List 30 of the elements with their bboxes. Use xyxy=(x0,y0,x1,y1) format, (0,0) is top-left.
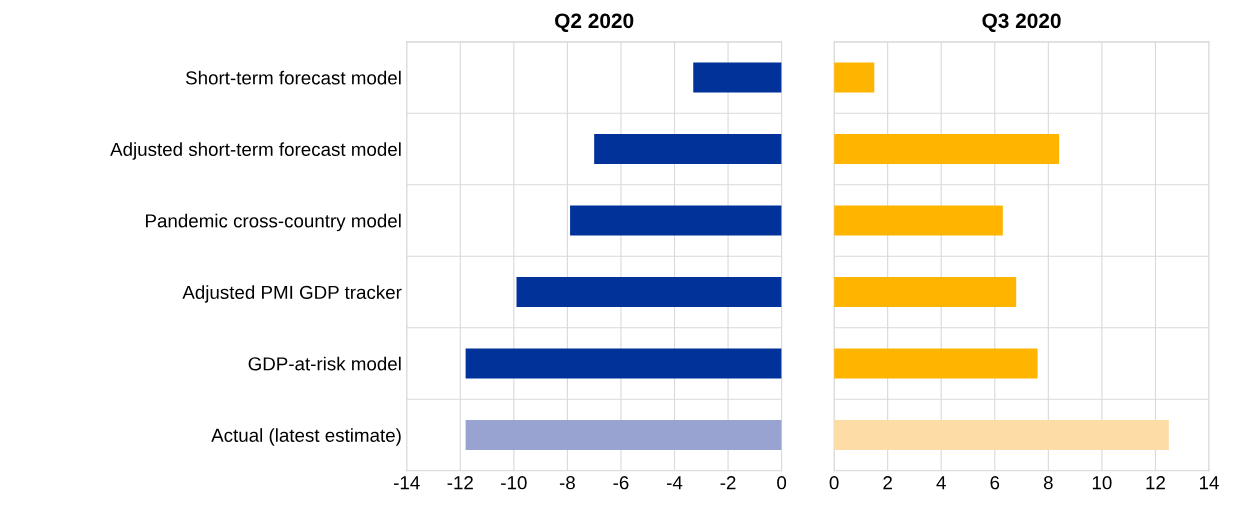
x-tick-label: 10 xyxy=(1092,476,1112,490)
y-tick-label: Pandemic cross-country model xyxy=(146,213,401,232)
x-tick-label: -10 xyxy=(501,476,527,490)
bar xyxy=(834,348,1038,379)
x-tick-label: 14 xyxy=(1200,476,1219,490)
x-tick-label: 8 xyxy=(1043,476,1053,490)
y-tick-label: GDP-at-risk model xyxy=(248,356,401,371)
x-tick-label: -6 xyxy=(613,476,629,490)
bar xyxy=(834,205,1003,236)
bar xyxy=(834,277,1017,308)
x-tick-label: -4 xyxy=(667,476,683,490)
x-tick-label: 2 xyxy=(883,476,892,490)
bar xyxy=(834,419,1169,450)
y-tick-label: Adjusted PMI GDP tracker xyxy=(182,285,402,303)
x-tick-label: 12 xyxy=(1146,476,1165,490)
x-tick-label: -14 xyxy=(394,476,420,490)
y-tick-label: Short-term forecast model xyxy=(185,70,401,85)
x-tick-label: 0 xyxy=(777,476,787,490)
x-tick-label: -2 xyxy=(720,476,736,490)
x-tick-label: -8 xyxy=(559,476,575,490)
x-tick-label: -12 xyxy=(447,476,473,490)
chart-title: Q2 2020 xyxy=(555,13,634,33)
y-tick-label: Actual (latest estimate) xyxy=(211,428,401,446)
bar xyxy=(834,134,1060,165)
chart-title: Q3 2020 xyxy=(982,13,1061,33)
x-tick-label: 0 xyxy=(829,476,839,490)
bar xyxy=(834,62,875,93)
x-tick-label: 4 xyxy=(936,476,946,490)
y-tick-label: Adjusted short-term forecast model xyxy=(110,142,401,160)
x-tick-label: 6 xyxy=(990,476,1000,490)
